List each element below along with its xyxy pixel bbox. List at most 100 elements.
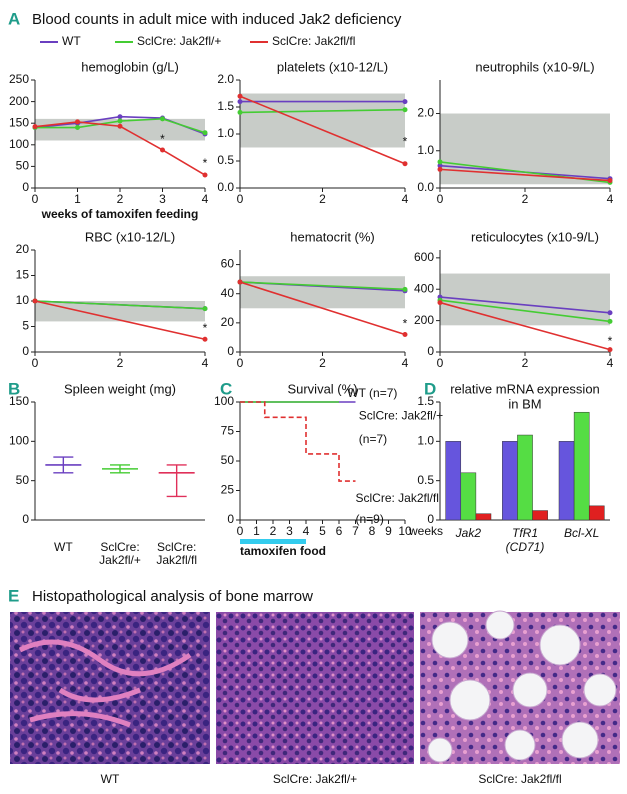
chart-subtitle: in BM [508, 396, 541, 411]
x-tick-label: 2 [117, 192, 124, 206]
x-tick-label: 2 [319, 192, 326, 206]
marker [237, 99, 243, 105]
marker [607, 318, 613, 324]
histology-caption: SclCre: Jak2fl/+ [273, 772, 357, 786]
series-line [239, 108, 406, 114]
y-tick-label: 1.5 [417, 394, 434, 408]
x-tick-label: 2 [522, 192, 529, 206]
bar [558, 441, 575, 521]
marker [402, 286, 408, 292]
marker [202, 130, 208, 136]
bar [445, 441, 462, 521]
vessel [18, 639, 192, 728]
x-tick-label: 4 [202, 192, 209, 206]
chart-title: platelets (x10-12/L) [277, 59, 388, 74]
series-line [439, 299, 611, 323]
x-tick-label: 2 [270, 524, 277, 538]
x-tick-label: 0 [437, 192, 444, 206]
y-tick-label: 0.0 [417, 180, 434, 194]
series-line [34, 300, 206, 310]
x-tick-label: 0 [237, 524, 244, 538]
y-tick-label: 5 [22, 319, 29, 333]
marker [237, 279, 243, 285]
normal-range [240, 276, 405, 309]
fat-cells [427, 610, 617, 763]
x-tick-label: 0 [32, 356, 39, 370]
x-axis-label: weeks of tamoxifen feeding [41, 207, 199, 221]
y-tick-label: 1.0 [417, 143, 434, 157]
annotation: (n=9) [356, 512, 384, 526]
marker [75, 119, 80, 125]
marker [117, 114, 123, 120]
x-tick-label: Jak2fl/+ [99, 553, 141, 567]
y-tick-label: 15 [16, 268, 30, 282]
panel-label: B [8, 379, 20, 398]
annotation: * [160, 132, 165, 146]
y-tick-label: 0 [427, 344, 434, 358]
bar [532, 510, 548, 521]
x-tick-label: 1 [74, 192, 81, 206]
x-tick-label: 4 [402, 192, 409, 206]
y-tick-label: 0.5 [417, 473, 434, 487]
x-tick-label: 5 [319, 524, 326, 538]
series-line [439, 301, 611, 351]
marker [437, 300, 443, 306]
histology-image [10, 612, 210, 764]
x-tick-label: (CD71) [506, 540, 545, 554]
marker [607, 347, 613, 353]
y-tick-label: 0 [427, 512, 434, 526]
series-line [239, 281, 406, 336]
legend-label: SclCre: Jak2fl/fl [272, 34, 355, 48]
x-tick-label: 0 [237, 356, 244, 370]
marker [202, 306, 208, 312]
y-tick-label: 1.0 [217, 126, 234, 140]
y-tick-label: 50 [16, 159, 30, 173]
treatment-label: tamoxifen food [240, 544, 326, 558]
y-tick-label: 2.0 [217, 72, 234, 86]
y-tick-label: 150 [9, 394, 29, 408]
chart-title: RBC (x10-12/L) [85, 229, 175, 244]
x-tick-label: Jak2fl/fl [156, 553, 197, 567]
marker [32, 124, 38, 130]
x-tick-label: 1 [253, 524, 260, 538]
y-tick-label: 0 [227, 512, 234, 526]
series-line [239, 95, 406, 165]
panel-label: C [220, 379, 232, 398]
x-tick-label: 4 [607, 192, 614, 206]
annotation: SclCre: Jak2fl/fl [356, 491, 439, 505]
y-tick-label: 400 [414, 281, 434, 295]
x-tick-label: 4 [303, 524, 310, 538]
legend-label: WT [62, 34, 81, 48]
marker [75, 125, 80, 131]
annotation: SclCre: Jak2fl/+ [359, 408, 443, 422]
normal-range [440, 113, 610, 185]
panel-label: D [424, 379, 436, 398]
bar [460, 472, 477, 521]
y-tick-label: 50 [16, 473, 30, 487]
x-tick-label: 7 [352, 524, 359, 538]
x-tick-label: 4 [607, 356, 614, 370]
y-tick-label: 25 [221, 483, 235, 497]
x-tick-label: 0 [437, 356, 444, 370]
y-tick-label: 0.0 [217, 180, 234, 194]
x-tick-label: 2 [117, 356, 124, 370]
bar [475, 513, 492, 521]
annotation: * [203, 156, 208, 170]
panel-label: E [8, 586, 19, 605]
y-tick-label: 10 [16, 293, 30, 307]
y-tick-label: 50 [221, 453, 235, 467]
legend-label: SclCre: Jak2fl/+ [137, 34, 221, 48]
marker [437, 166, 443, 172]
series-line [240, 401, 356, 482]
marker [402, 107, 408, 113]
x-tick-label: 8 [369, 524, 376, 538]
marker [117, 123, 123, 129]
bar [502, 441, 518, 521]
marker [237, 109, 243, 115]
y-tick-label: 75 [221, 424, 235, 438]
x-tick-label: 4 [202, 356, 209, 370]
chart-title: reticulocytes (x10-9/L) [471, 229, 599, 244]
chart-title: relative mRNA expression [450, 381, 600, 396]
histology-image [216, 612, 414, 764]
y-tick-label: 0 [22, 180, 29, 194]
